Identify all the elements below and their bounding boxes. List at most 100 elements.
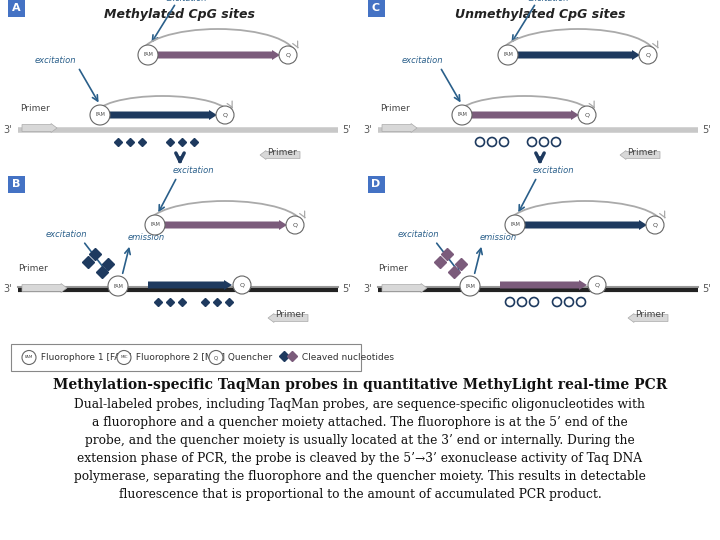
Text: Q: Q [286, 52, 290, 57]
Text: Primer: Primer [267, 148, 297, 157]
Text: Methylated CpG sites: Methylated CpG sites [104, 8, 256, 21]
FancyArrow shape [515, 220, 647, 230]
Text: Q: Q [595, 282, 600, 287]
Circle shape [90, 105, 110, 125]
Text: Dual-labeled probes, including TaqMan probes, are sequence-specific oligonucleot: Dual-labeled probes, including TaqMan pr… [74, 398, 646, 411]
Text: 3': 3' [4, 284, 12, 294]
FancyArrow shape [508, 50, 640, 60]
Text: Unmethylated CpG sites: Unmethylated CpG sites [455, 8, 625, 21]
Text: FAM: FAM [95, 112, 105, 118]
Text: polymerase, separating the fluorophore and the quencher moiety. This results in : polymerase, separating the fluorophore a… [74, 470, 646, 483]
FancyArrow shape [148, 280, 232, 290]
Circle shape [145, 215, 165, 235]
Text: FAM: FAM [24, 355, 33, 360]
Text: Q: Q [222, 112, 228, 118]
Text: 5': 5' [702, 125, 711, 135]
Text: Q: Q [652, 222, 657, 227]
Text: excitation: excitation [166, 0, 207, 3]
Text: FAM: FAM [113, 284, 123, 288]
FancyArrow shape [620, 151, 660, 159]
Text: excitation: excitation [401, 56, 443, 65]
Circle shape [279, 46, 297, 64]
Text: Primer: Primer [635, 310, 665, 319]
Text: Q: Q [214, 355, 218, 360]
Circle shape [117, 350, 131, 365]
Text: excitation: excitation [527, 0, 569, 3]
Text: excitation: excitation [35, 56, 76, 65]
FancyArrow shape [500, 280, 587, 290]
Text: a fluorophore and a quencher moiety attached. The fluorophore is at the 5’ end o: a fluorophore and a quencher moiety atta… [92, 416, 628, 429]
Text: Quencher: Quencher [225, 353, 272, 362]
Text: 3': 3' [364, 284, 372, 294]
Text: fluorescence that is proportional to the amount of accumulated PCR product.: fluorescence that is proportional to the… [119, 488, 601, 501]
Text: Q: Q [585, 112, 590, 118]
Text: emission: emission [480, 233, 516, 242]
Text: Primer: Primer [275, 310, 305, 319]
Circle shape [138, 45, 158, 65]
Text: D: D [372, 179, 381, 189]
FancyArrow shape [155, 220, 287, 230]
FancyArrow shape [22, 284, 67, 293]
Text: Primer: Primer [18, 264, 48, 273]
Circle shape [639, 46, 657, 64]
Text: excitation: excitation [532, 166, 574, 175]
FancyBboxPatch shape [7, 176, 24, 192]
Text: FAM: FAM [143, 52, 153, 57]
Text: 5': 5' [342, 284, 351, 294]
Text: C: C [372, 3, 380, 13]
Text: 3': 3' [364, 125, 372, 135]
Circle shape [286, 216, 304, 234]
Circle shape [578, 106, 596, 124]
Circle shape [505, 215, 525, 235]
FancyBboxPatch shape [7, 0, 24, 17]
Circle shape [233, 276, 251, 294]
FancyArrow shape [100, 110, 217, 120]
Circle shape [460, 276, 480, 296]
Text: probe, and the quencher moiety is usually located at the 3’ end or internally. D: probe, and the quencher moiety is usuall… [85, 434, 635, 447]
FancyArrow shape [268, 314, 308, 322]
Text: Q: Q [292, 222, 297, 227]
Text: A: A [12, 3, 20, 13]
Circle shape [209, 350, 223, 365]
Text: extension phase of PCR, the probe is cleaved by the 5’→3’ exonuclease activity o: extension phase of PCR, the probe is cle… [78, 452, 642, 465]
FancyArrow shape [148, 50, 280, 60]
Text: Methylation-specific TaqMan probes in quantitative MethyLight real-time PCR: Methylation-specific TaqMan probes in qu… [53, 378, 667, 392]
Text: Primer: Primer [378, 264, 408, 273]
FancyArrow shape [462, 110, 579, 120]
Text: Primer: Primer [627, 148, 657, 157]
Text: emission: emission [127, 233, 165, 242]
Text: FAM: FAM [457, 112, 467, 118]
Circle shape [646, 216, 664, 234]
Text: excitation: excitation [397, 230, 438, 239]
FancyArrow shape [260, 151, 300, 159]
Text: Q: Q [646, 52, 650, 57]
Text: excitation: excitation [172, 166, 214, 175]
Circle shape [108, 276, 128, 296]
Circle shape [216, 106, 234, 124]
Text: Cleaved nucleotides: Cleaved nucleotides [299, 353, 394, 362]
FancyArrow shape [382, 284, 427, 293]
Text: B: B [12, 179, 20, 189]
Circle shape [452, 105, 472, 125]
Text: Primer: Primer [20, 104, 50, 113]
FancyBboxPatch shape [11, 344, 361, 371]
Text: Fluorophore 2 [MIC]: Fluorophore 2 [MIC] [133, 353, 225, 362]
FancyArrow shape [382, 124, 417, 132]
FancyBboxPatch shape [367, 176, 384, 192]
FancyBboxPatch shape [367, 0, 384, 17]
Text: FAM: FAM [150, 222, 160, 227]
Text: FAM: FAM [510, 222, 520, 227]
Text: excitation: excitation [45, 230, 86, 239]
Text: Fluorophore 1 [FAM]: Fluorophore 1 [FAM] [38, 353, 132, 362]
Text: 3': 3' [4, 125, 12, 135]
Text: Primer: Primer [380, 104, 410, 113]
Text: 5': 5' [342, 125, 351, 135]
FancyArrow shape [22, 124, 57, 132]
FancyArrow shape [628, 314, 668, 322]
Text: 5': 5' [702, 284, 711, 294]
Text: MIC: MIC [120, 355, 127, 360]
Text: FAM: FAM [503, 52, 513, 57]
Circle shape [498, 45, 518, 65]
Text: FAM: FAM [465, 284, 475, 288]
Circle shape [22, 350, 36, 365]
